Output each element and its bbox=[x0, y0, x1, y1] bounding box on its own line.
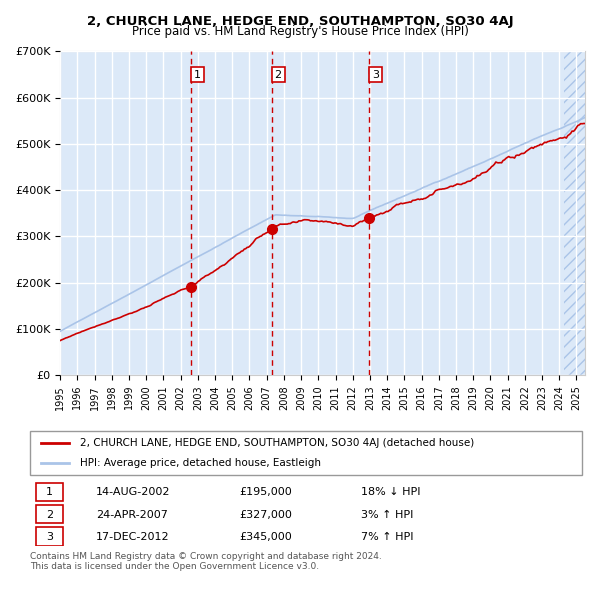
Text: 1: 1 bbox=[46, 487, 53, 497]
Text: £345,000: £345,000 bbox=[240, 532, 293, 542]
Text: 3% ↑ HPI: 3% ↑ HPI bbox=[361, 510, 413, 520]
Text: 14-AUG-2002: 14-AUG-2002 bbox=[96, 487, 171, 497]
Text: HPI: Average price, detached house, Eastleigh: HPI: Average price, detached house, East… bbox=[80, 458, 320, 467]
Text: £195,000: £195,000 bbox=[240, 487, 293, 497]
Text: 3: 3 bbox=[372, 70, 379, 80]
Text: 17-DEC-2012: 17-DEC-2012 bbox=[96, 532, 170, 542]
FancyBboxPatch shape bbox=[35, 505, 63, 523]
Text: Price paid vs. HM Land Registry's House Price Index (HPI): Price paid vs. HM Land Registry's House … bbox=[131, 25, 469, 38]
FancyBboxPatch shape bbox=[35, 483, 63, 501]
FancyBboxPatch shape bbox=[30, 431, 582, 475]
Text: 7% ↑ HPI: 7% ↑ HPI bbox=[361, 532, 414, 542]
Bar bbox=[565, 51, 585, 375]
Text: 2, CHURCH LANE, HEDGE END, SOUTHAMPTON, SO30 4AJ (detached house): 2, CHURCH LANE, HEDGE END, SOUTHAMPTON, … bbox=[80, 438, 474, 448]
Text: 1: 1 bbox=[194, 70, 201, 80]
Text: 2, CHURCH LANE, HEDGE END, SOUTHAMPTON, SO30 4AJ: 2, CHURCH LANE, HEDGE END, SOUTHAMPTON, … bbox=[86, 15, 514, 28]
Text: 2: 2 bbox=[275, 70, 282, 80]
Text: Contains HM Land Registry data © Crown copyright and database right 2024.
This d: Contains HM Land Registry data © Crown c… bbox=[30, 552, 382, 571]
Text: 3: 3 bbox=[46, 532, 53, 542]
FancyBboxPatch shape bbox=[35, 527, 63, 546]
Text: 2: 2 bbox=[46, 510, 53, 520]
Text: £327,000: £327,000 bbox=[240, 510, 293, 520]
Text: 24-APR-2007: 24-APR-2007 bbox=[96, 510, 168, 520]
Text: 18% ↓ HPI: 18% ↓ HPI bbox=[361, 487, 421, 497]
